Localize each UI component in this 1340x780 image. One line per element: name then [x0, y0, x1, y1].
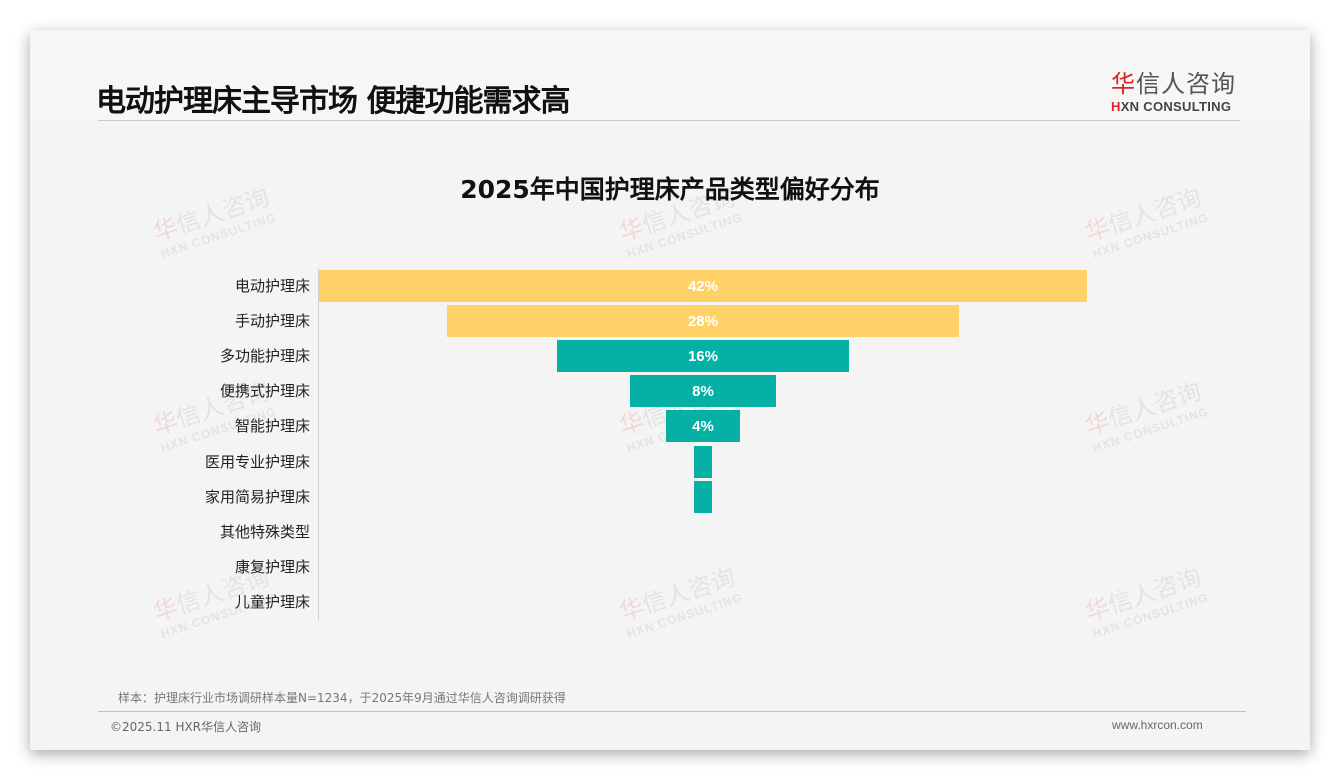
- category-label: 电动护理床: [234, 277, 310, 295]
- logo-cn-rest: 信人咨询: [1136, 70, 1236, 98]
- funnel-bar[interactable]: 4%: [666, 410, 740, 443]
- copyright-text: ©2025.11 HXR华信人咨询: [110, 720, 262, 734]
- bar-value-label: 28%: [687, 312, 718, 330]
- footer-divider: [98, 711, 1246, 712]
- funnel-bar[interactable]: [693, 480, 713, 513]
- category-label: 家用简易护理床: [204, 487, 310, 506]
- category-label: 医用专业护理床: [204, 452, 310, 471]
- category-label: 便携式护理床: [219, 382, 310, 401]
- category-label: 智能护理床: [234, 417, 310, 436]
- category-label: 康复护理床: [234, 557, 310, 576]
- funnel-bar[interactable]: 8%: [629, 375, 777, 408]
- category-label: 手动护理床: [234, 312, 310, 331]
- bar-value-label: 16%: [687, 347, 718, 365]
- header-band: [30, 30, 1310, 122]
- slide: 电动护理床主导市场 便捷功能需求高 华信人咨询 HXN CONSULTING 华…: [30, 30, 1310, 750]
- logo-en-red: H: [1111, 99, 1121, 114]
- funnel-bar[interactable]: 42%: [318, 270, 1088, 302]
- funnel-bar[interactable]: [693, 445, 713, 478]
- logo-en-rest: XN CONSULTING: [1120, 99, 1232, 114]
- bar-value-label: 8%: [692, 382, 714, 400]
- logo-cn: 华信人咨询: [1111, 64, 1241, 99]
- funnel-bar[interactable]: 28%: [446, 305, 960, 338]
- title-divider: [98, 120, 1240, 121]
- brand-logo: 华信人咨询 HXN CONSULTING: [1111, 64, 1241, 114]
- bar-value-label: 4%: [692, 417, 714, 435]
- funnel-bar[interactable]: 16%: [556, 340, 850, 373]
- category-label: 儿童护理床: [234, 592, 310, 611]
- page-title: 电动护理床主导市场 便捷功能需求高: [96, 84, 570, 119]
- chart-title: 2025年中国护理床产品类型偏好分布: [460, 175, 880, 204]
- category-label: 多功能护理床: [219, 347, 310, 366]
- category-axis-line: [318, 268, 319, 620]
- logo-cn-red: 华: [1111, 70, 1136, 98]
- website-link[interactable]: www.hxrcon.com: [1112, 718, 1203, 732]
- sample-note: 样本：护理床行业市场调研样本量N=1234，于2025年9月通过华信人咨询调研获…: [118, 691, 566, 705]
- logo-en: HXN CONSULTING: [1111, 99, 1241, 114]
- bar-value-label: 42%: [687, 277, 718, 295]
- category-label: 其他特殊类型: [219, 522, 310, 541]
